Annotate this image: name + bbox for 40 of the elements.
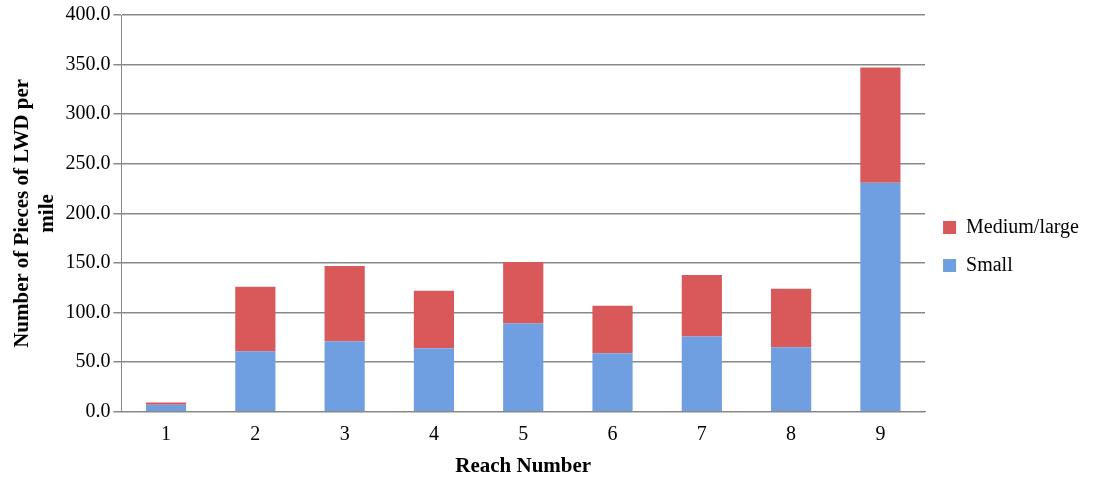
bar xyxy=(771,347,812,412)
x-tick-label: 4 xyxy=(428,422,439,445)
y-tick-label: 400.0 xyxy=(65,2,111,25)
x-tick-label: 1 xyxy=(161,422,172,445)
bar xyxy=(860,182,901,412)
x-tick-label: 6 xyxy=(607,422,618,445)
y-tick-label: 300.0 xyxy=(65,101,111,124)
legend-label: Small xyxy=(966,252,1014,275)
y-tick-label: 200.0 xyxy=(65,200,111,223)
y-axis-title: Number of Pieces of LWD per mile xyxy=(9,78,59,348)
legend-label: Medium/large xyxy=(966,214,1080,238)
bar xyxy=(413,290,455,349)
bar xyxy=(145,402,187,405)
y-tick-label: 250.0 xyxy=(65,151,111,174)
x-tick-label: 9 xyxy=(875,422,886,445)
x-tick-label: 2 xyxy=(250,422,261,445)
bar xyxy=(592,353,633,412)
x-axis-title: Reach Number xyxy=(455,452,592,477)
x-tick-label: 5 xyxy=(518,422,529,445)
y-tick-label: 0.0 xyxy=(85,399,111,422)
x-tick-label: 3 xyxy=(339,422,350,445)
bar xyxy=(413,348,455,412)
bar xyxy=(324,341,365,412)
bar xyxy=(592,305,633,354)
y-tick-label: 150.0 xyxy=(65,250,111,273)
bar xyxy=(145,404,187,412)
bar xyxy=(503,262,544,324)
y-tick-label: 50.0 xyxy=(75,349,111,372)
bar xyxy=(681,274,722,337)
y-tick-label: 100.0 xyxy=(65,299,111,322)
bar xyxy=(324,265,365,342)
x-tick-label: 7 xyxy=(696,422,707,445)
x-tick-label: 8 xyxy=(786,422,797,445)
bar xyxy=(771,288,812,348)
bar xyxy=(235,351,276,412)
bar xyxy=(235,286,276,352)
bar xyxy=(503,323,544,412)
bar xyxy=(860,67,901,183)
bar xyxy=(681,336,722,412)
y-tick-label: 350.0 xyxy=(65,51,111,74)
